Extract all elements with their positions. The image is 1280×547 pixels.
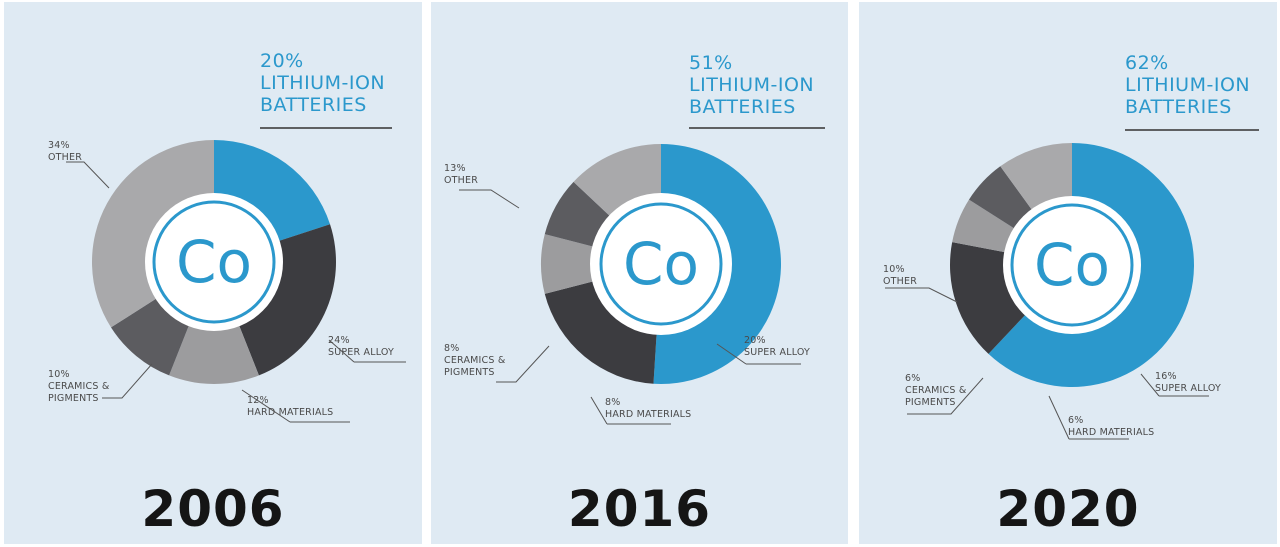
leader-line	[102, 363, 153, 399]
lithium-callout: 20% LITHIUM-ION BATTERIES	[260, 50, 385, 116]
lithium-pct: 20%	[260, 50, 304, 72]
lithium-label-1: LITHIUM-ION	[1125, 74, 1251, 96]
slice-hard-materials	[541, 234, 594, 294]
center-ring	[599, 202, 723, 326]
slice-ceramics	[544, 181, 610, 247]
hard-materials-label: 8% HARD MATERIALS	[605, 397, 692, 420]
leader-line	[1048, 395, 1129, 440]
lithium-pct: 51%	[689, 52, 733, 74]
center-hole	[590, 193, 732, 335]
leader-line	[241, 389, 350, 423]
lithium-callout: 62% LITHIUM-ION BATTERIES	[1125, 52, 1250, 118]
year-label: 2020	[996, 480, 1140, 538]
lithium-label-2: BATTERIES	[1125, 96, 1232, 118]
other-label: 34% OTHER	[48, 140, 83, 163]
slice-other	[91, 140, 214, 328]
leader-line	[885, 287, 958, 303]
slice-other	[1000, 143, 1072, 210]
slice-lithium	[653, 144, 781, 384]
chart-panel-2006: Co 20% LITHIUM-ION BATTERIES 34% OTHER 2…	[4, 2, 422, 544]
slice-super-alloy	[544, 281, 657, 384]
slice-ceramics	[110, 298, 189, 376]
super-alloy-label: 16% SUPER ALLOY	[1155, 371, 1222, 394]
slice-lithium	[214, 140, 331, 241]
chart-panel-2016: Co 51% LITHIUM-ION BATTERIES 13% OTHER 2…	[431, 2, 848, 544]
lithium-label-1: LITHIUM-ION	[689, 74, 815, 96]
center-hole	[1003, 196, 1141, 334]
leader-line	[1140, 373, 1209, 397]
donut-chart-2006: Co	[66, 127, 406, 423]
cobalt-symbol: Co	[176, 228, 252, 296]
super-alloy-label: 20% SUPER ALLOY	[744, 335, 811, 358]
slice-super-alloy	[239, 224, 336, 376]
slice-ceramics	[968, 166, 1033, 229]
slice-super-alloy	[950, 242, 1026, 354]
lithium-pct: 62%	[1125, 52, 1169, 74]
leader-line	[328, 339, 406, 363]
ceramics-label: 10% CERAMICS & PIGMENTS	[48, 369, 110, 404]
leader-line	[459, 189, 520, 209]
year-label: 2006	[141, 480, 285, 538]
ceramics-label: 6% CERAMICS & PIGMENTS	[905, 373, 967, 408]
other-label: 13% OTHER	[444, 163, 479, 186]
center-ring	[1010, 203, 1134, 327]
lithium-label-2: BATTERIES	[260, 94, 367, 116]
hard-materials-label: 6% HARD MATERIALS	[1068, 415, 1155, 438]
ceramics-label: 8% CERAMICS & PIGMENTS	[444, 343, 506, 378]
leader-line	[66, 161, 110, 189]
donut-chart-2020: Co	[885, 129, 1259, 440]
lithium-callout: 51% LITHIUM-ION BATTERIES	[689, 52, 814, 118]
leader-line	[590, 396, 671, 425]
slice-hard-materials	[169, 325, 259, 384]
cobalt-symbol: Co	[1034, 231, 1110, 299]
center-ring	[152, 200, 276, 324]
slice-hard-materials	[952, 199, 1015, 253]
lithium-label-1: LITHIUM-ION	[260, 72, 386, 94]
chart-panel-2020: Co 62% LITHIUM-ION BATTERIES 10% OTHER 1…	[859, 2, 1277, 544]
leader-line	[496, 345, 550, 383]
center-hole	[145, 193, 283, 331]
cobalt-symbol: Co	[623, 230, 699, 298]
hard-materials-label: 12% HARD MATERIALS	[247, 395, 334, 418]
donut-chart-2016: Co	[459, 127, 825, 425]
other-label: 10% OTHER	[883, 264, 918, 287]
super-alloy-label: 24% SUPER ALLOY	[328, 335, 395, 358]
year-label: 2016	[567, 480, 712, 538]
slice-other	[573, 144, 661, 217]
leader-line	[907, 377, 984, 415]
lithium-label-2: BATTERIES	[689, 96, 796, 118]
leader-line	[716, 343, 801, 365]
